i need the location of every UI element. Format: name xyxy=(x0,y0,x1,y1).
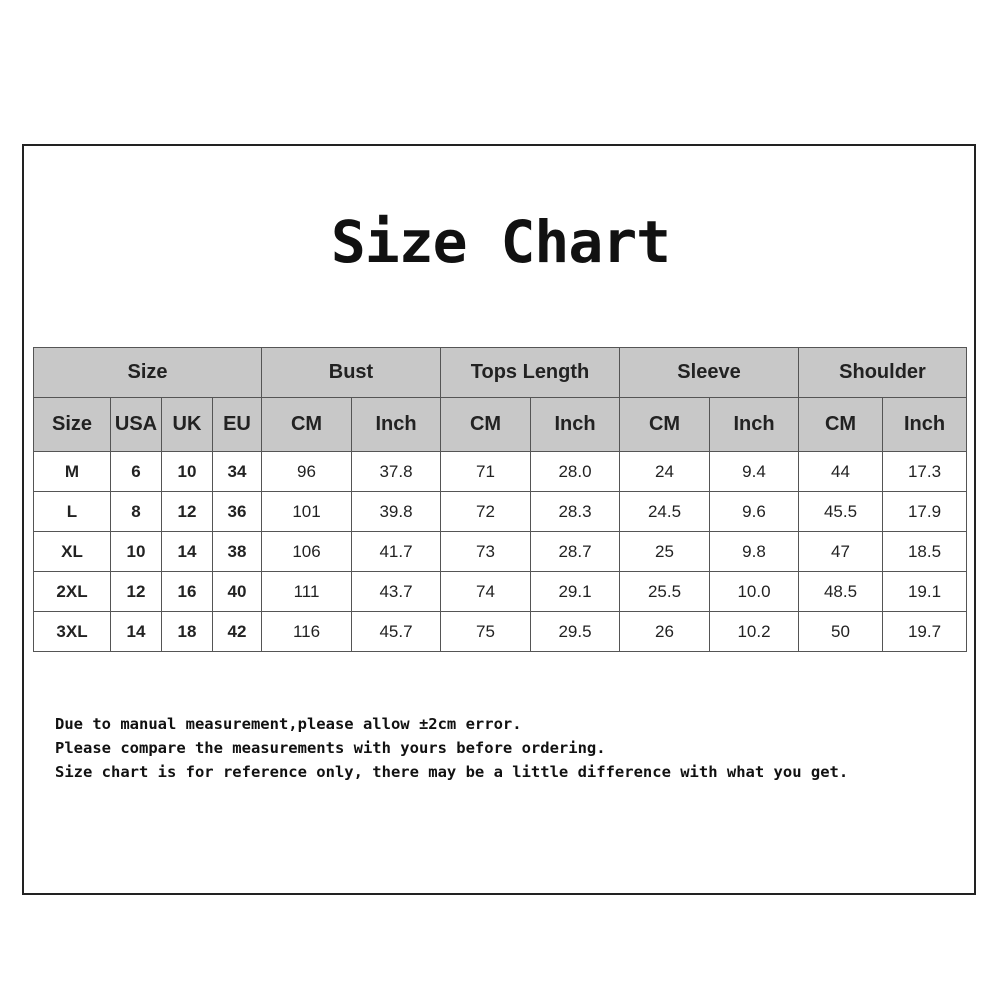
table-cell: L xyxy=(33,491,111,532)
sub-header: Inch xyxy=(530,397,620,452)
sub-header: CM xyxy=(261,397,352,452)
table-cell: 8 xyxy=(110,491,162,532)
table-cell: 38 xyxy=(212,531,262,572)
table-cell: 12 xyxy=(110,571,162,612)
table-cell: 24 xyxy=(619,451,710,492)
table-cell: 16 xyxy=(161,571,213,612)
table-cell: 74 xyxy=(440,571,531,612)
table-cell: 2XL xyxy=(33,571,111,612)
size-table: Size Bust Tops Length Sleeve Shoulder Size USA… xyxy=(33,347,967,652)
table-cell: M xyxy=(33,451,111,492)
sub-header: Inch xyxy=(351,397,441,452)
table-cell: 34 xyxy=(212,451,262,492)
notes: Due to manual measurement,please allow ±… xyxy=(55,712,848,784)
sub-header: CM xyxy=(619,397,710,452)
sub-header: UK xyxy=(161,397,213,452)
table-cell: 96 xyxy=(261,451,352,492)
table-cell: XL xyxy=(33,531,111,572)
table-cell: 17.3 xyxy=(882,451,967,492)
group-header: Shoulder xyxy=(798,347,967,398)
table-cell: 26 xyxy=(619,611,710,652)
table-cell: 48.5 xyxy=(798,571,883,612)
table-cell: 10.0 xyxy=(709,571,799,612)
table-cell: 43.7 xyxy=(351,571,441,612)
table-cell: 3XL xyxy=(33,611,111,652)
sub-header: CM xyxy=(440,397,531,452)
group-header: Sleeve xyxy=(619,347,799,398)
table-cell: 72 xyxy=(440,491,531,532)
table-cell: 25.5 xyxy=(619,571,710,612)
table-cell: 28.0 xyxy=(530,451,620,492)
table-cell: 9.8 xyxy=(709,531,799,572)
table-cell: 71 xyxy=(440,451,531,492)
table-cell: 75 xyxy=(440,611,531,652)
table-cell: 18.5 xyxy=(882,531,967,572)
table-cell: 9.6 xyxy=(709,491,799,532)
table-cell: 41.7 xyxy=(351,531,441,572)
group-header: Tops Length xyxy=(440,347,620,398)
sub-header: EU xyxy=(212,397,262,452)
table-cell: 18 xyxy=(161,611,213,652)
table-cell: 50 xyxy=(798,611,883,652)
table-cell: 17.9 xyxy=(882,491,967,532)
table-cell: 24.5 xyxy=(619,491,710,532)
note-line: Please compare the measurements with you… xyxy=(55,739,606,757)
size-chart-frame xyxy=(22,144,976,895)
table-cell: 6 xyxy=(110,451,162,492)
table-cell: 44 xyxy=(798,451,883,492)
table-cell: 28.7 xyxy=(530,531,620,572)
table-cell: 10 xyxy=(110,531,162,572)
table-cell: 45.5 xyxy=(798,491,883,532)
table-cell: 19.7 xyxy=(882,611,967,652)
table-cell: 12 xyxy=(161,491,213,532)
table-row: 3XL 14 18 42 116 45.7 75 29.5 26 10.2 50 19.7 xyxy=(33,611,967,652)
group-header: Size xyxy=(33,347,262,398)
sub-header-row: Size USA UK EU CM Inch CM Inch CM Inch CM Inch xyxy=(33,397,967,452)
table-cell: 111 xyxy=(261,571,352,612)
sub-header: CM xyxy=(798,397,883,452)
sub-header: Inch xyxy=(709,397,799,452)
group-header-row: Size Bust Tops Length Sleeve Shoulder xyxy=(33,347,967,398)
table-row: 2XL 12 16 40 111 43.7 74 29.1 25.5 10.0 48.5 19.1 xyxy=(33,571,967,612)
table-cell: 14 xyxy=(110,611,162,652)
table-cell: 29.5 xyxy=(530,611,620,652)
table-row: M 6 10 34 96 37.8 71 28.0 24 9.4 44 17.3 xyxy=(33,451,967,492)
table-cell: 10.2 xyxy=(709,611,799,652)
table-cell: 101 xyxy=(261,491,352,532)
table-cell: 19.1 xyxy=(882,571,967,612)
table-cell: 14 xyxy=(161,531,213,572)
table-cell: 42 xyxy=(212,611,262,652)
table-cell: 9.4 xyxy=(709,451,799,492)
table-cell: 29.1 xyxy=(530,571,620,612)
table-cell: 37.8 xyxy=(351,451,441,492)
table-cell: 40 xyxy=(212,571,262,612)
note-line: Due to manual measurement,please allow ±… xyxy=(55,715,522,733)
table-cell: 36 xyxy=(212,491,262,532)
table-cell: 73 xyxy=(440,531,531,572)
sub-header: Size xyxy=(33,397,111,452)
table-cell: 47 xyxy=(798,531,883,572)
table-cell: 39.8 xyxy=(351,491,441,532)
table-cell: 28.3 xyxy=(530,491,620,532)
table-cell: 25 xyxy=(619,531,710,572)
table-cell: 10 xyxy=(161,451,213,492)
table-cell: 116 xyxy=(261,611,352,652)
table-row: L 8 12 36 101 39.8 72 28.3 24.5 9.6 45.5 17.9 xyxy=(33,491,967,532)
table-row: XL 10 14 38 106 41.7 73 28.7 25 9.8 47 18.5 xyxy=(33,531,967,572)
table-cell: 45.7 xyxy=(351,611,441,652)
group-header: Bust xyxy=(261,347,441,398)
page-title: Size Chart xyxy=(330,208,671,276)
sub-header: Inch xyxy=(882,397,967,452)
table-cell: 106 xyxy=(261,531,352,572)
note-line: Size chart is for reference only, there … xyxy=(55,763,849,781)
sub-header: USA xyxy=(110,397,162,452)
